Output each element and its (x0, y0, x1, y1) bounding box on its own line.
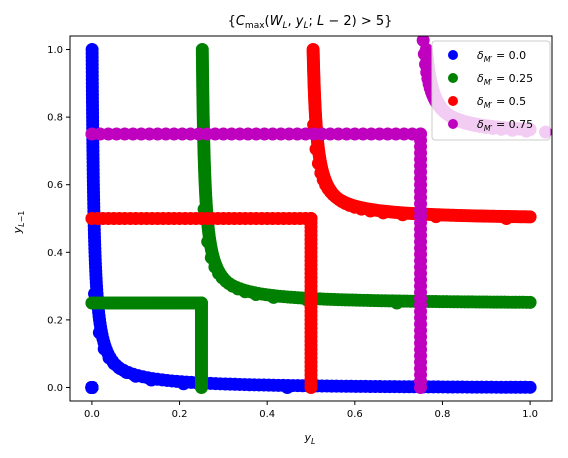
legend-marker-2 (448, 96, 458, 106)
chart-title: {Cmax(WL, yL; L − 2) > 5} (228, 14, 393, 31)
series-2-point-90 (523, 210, 537, 224)
x-tick-label-1: 0.2 (172, 409, 188, 420)
series-0-point-181 (85, 43, 99, 57)
legend-marker-0 (448, 50, 458, 60)
y-tick-label-0: 0.0 (47, 383, 63, 394)
series-1-point-91 (390, 296, 404, 310)
x-tick-label-4: 0.8 (435, 409, 451, 420)
x-tick-label-5: 1.0 (522, 409, 538, 420)
x-tick-label-0: 0.0 (84, 409, 100, 420)
series-3-point-181 (419, 43, 433, 57)
y-axis-label: yL−1 (11, 211, 26, 235)
x-tick-label-3: 0.6 (347, 409, 363, 420)
legend-entry-0: δM′ = 0.0 (448, 49, 526, 64)
legend-label-3: δM′ = 0.75 (477, 118, 533, 133)
series-2-point-263 (304, 212, 318, 225)
y-tick-label-4: 0.8 (47, 113, 63, 124)
series-1-point-90 (523, 295, 537, 309)
y-tick-label-5: 1.0 (47, 45, 63, 56)
series-0-point-90 (523, 380, 537, 394)
legend-label-2: δM′ = 0.5 (477, 95, 526, 110)
series-1-point-94 (249, 288, 263, 302)
legend-label-0: δM′ = 0.0 (477, 49, 526, 64)
axes-frame (69, 35, 553, 402)
legend: δM′ = 0.0 δM′ = 0.25 δM′ = 0.5 δM′ = 0.7… (431, 40, 551, 141)
legend-entry-3: δM′ = 0.75 (448, 118, 533, 133)
series-0-point-93 (144, 373, 158, 387)
series-0-point-92 (177, 377, 191, 391)
series-2-point-94 (376, 206, 390, 220)
series-0-point-263 (85, 380, 99, 394)
series-2-point-93 (396, 208, 410, 222)
legend-entry-2: δM′ = 0.5 (448, 95, 526, 110)
series-1-point-181 (195, 43, 209, 57)
axes: 0.0 0.2 0.4 0.6 0.8 1.0 0.0 0.2 0.4 0.6 0.8 1.0 (47, 35, 553, 420)
series-2-point-181 (306, 43, 320, 57)
x-tick-label-2: 0.4 (259, 409, 275, 420)
series-1-point-93 (267, 290, 281, 304)
legend-entry-1: δM′ = 0.25 (448, 72, 533, 87)
y-tick-label-1: 0.2 (47, 315, 63, 326)
x-axis-label: yL (304, 431, 316, 446)
legend-label-1: δM′ = 0.25 (477, 72, 533, 87)
series-2-point-91 (499, 212, 513, 225)
series-2-point-92 (429, 210, 443, 224)
legend-marker-3 (448, 119, 458, 129)
y-tick-label-3: 0.6 (47, 180, 63, 191)
y-tick-label-2: 0.4 (47, 248, 63, 259)
legend-marker-1 (448, 73, 458, 83)
legend-box (431, 40, 551, 141)
series-3-point-263 (414, 127, 428, 141)
series-2 (85, 43, 537, 394)
series-0-point-91 (280, 380, 294, 394)
series-1-point-263 (194, 296, 208, 310)
